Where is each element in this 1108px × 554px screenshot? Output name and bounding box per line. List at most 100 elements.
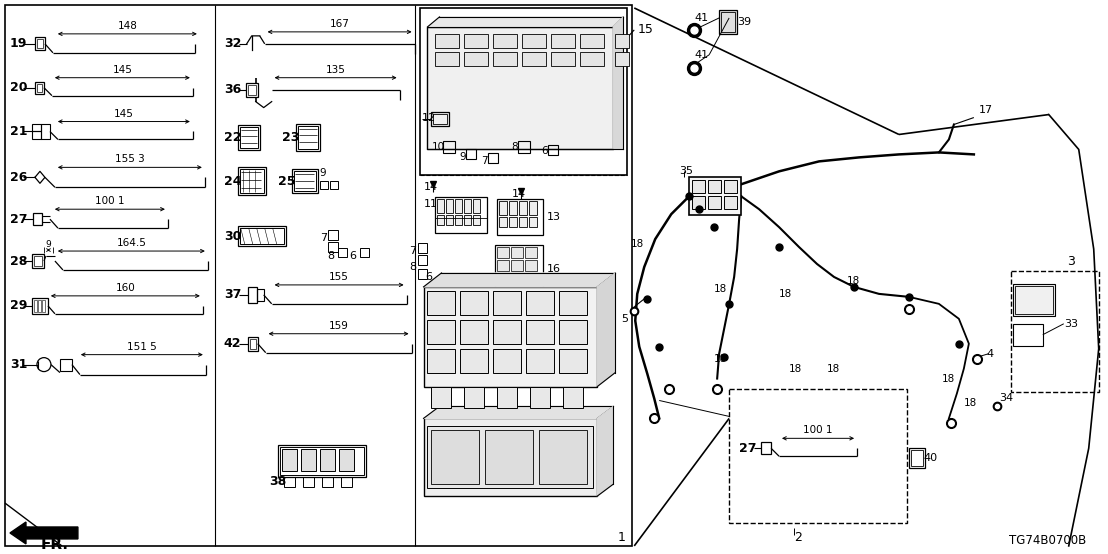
Bar — [38, 300, 41, 312]
Bar — [455, 199, 462, 213]
Text: 40: 40 — [924, 453, 938, 463]
Bar — [761, 442, 771, 454]
Polygon shape — [428, 17, 624, 27]
Bar — [328, 230, 338, 240]
Bar — [530, 217, 537, 227]
Bar — [435, 52, 460, 66]
Bar — [464, 52, 489, 66]
Bar — [32, 124, 41, 131]
Bar — [278, 445, 366, 477]
Bar — [300, 449, 316, 471]
Bar — [708, 180, 721, 193]
Bar — [35, 37, 45, 50]
Bar — [42, 300, 45, 312]
Bar — [328, 242, 338, 252]
Text: 18: 18 — [964, 398, 977, 408]
Bar — [238, 167, 266, 195]
Text: 25: 25 — [278, 175, 295, 188]
Bar — [464, 215, 471, 225]
Text: 18: 18 — [847, 276, 860, 286]
Text: 39: 39 — [737, 17, 751, 27]
Bar — [520, 217, 527, 227]
Bar — [526, 320, 554, 343]
Bar — [531, 387, 551, 408]
Bar — [248, 287, 257, 303]
Bar — [485, 430, 533, 484]
Bar — [466, 150, 476, 160]
Text: 5: 5 — [622, 314, 628, 324]
Text: 15: 15 — [637, 23, 653, 37]
Text: 100 1: 100 1 — [803, 425, 833, 435]
Text: 160: 160 — [115, 283, 135, 293]
Bar — [1013, 284, 1055, 316]
Bar — [339, 449, 353, 471]
Bar — [719, 10, 737, 34]
Bar — [418, 269, 428, 279]
Text: 33: 33 — [1064, 319, 1078, 329]
Text: 7: 7 — [410, 246, 417, 256]
Text: 20: 20 — [10, 81, 28, 94]
Text: TG74B0700B: TG74B0700B — [1008, 535, 1086, 547]
Text: 37: 37 — [224, 289, 242, 301]
Bar — [497, 199, 543, 235]
Bar — [443, 141, 455, 153]
Text: 164.5: 164.5 — [116, 238, 146, 248]
Bar — [510, 201, 517, 215]
Text: 8: 8 — [328, 251, 335, 261]
Polygon shape — [423, 273, 615, 287]
Bar — [34, 256, 42, 266]
Bar — [431, 387, 451, 408]
Bar — [725, 180, 737, 193]
Polygon shape — [423, 407, 614, 418]
Text: 41: 41 — [695, 13, 708, 23]
Bar — [581, 34, 604, 48]
Text: 41: 41 — [695, 50, 708, 60]
Bar — [461, 291, 489, 315]
Polygon shape — [597, 273, 615, 387]
Text: 18: 18 — [789, 363, 802, 373]
Bar — [615, 34, 629, 48]
Bar — [525, 247, 537, 258]
Bar — [510, 217, 517, 227]
Text: 18: 18 — [715, 353, 728, 363]
Bar — [689, 177, 741, 215]
Bar — [238, 125, 259, 151]
Text: 9: 9 — [460, 152, 466, 162]
Bar — [548, 146, 558, 156]
Bar — [464, 387, 484, 408]
Bar — [248, 337, 258, 351]
Text: 145: 145 — [114, 109, 134, 119]
Text: 6: 6 — [542, 146, 548, 156]
Bar — [257, 289, 264, 301]
Bar — [615, 52, 629, 66]
Text: 42: 42 — [224, 337, 242, 350]
Bar — [238, 226, 286, 246]
Text: 9: 9 — [319, 168, 326, 178]
Bar — [319, 181, 328, 189]
Bar — [552, 34, 575, 48]
Bar — [493, 348, 522, 373]
Bar — [495, 245, 543, 289]
Bar — [33, 213, 42, 225]
Bar — [32, 254, 44, 268]
Text: 159: 159 — [329, 321, 349, 331]
Text: 2: 2 — [794, 531, 802, 545]
Bar — [520, 201, 527, 215]
Text: 30: 30 — [224, 229, 242, 243]
Bar — [360, 248, 369, 257]
Text: 9: 9 — [45, 239, 51, 249]
Bar — [291, 170, 318, 193]
Bar — [497, 387, 517, 408]
Text: 8: 8 — [410, 262, 417, 272]
Text: 135: 135 — [326, 65, 346, 75]
Bar — [581, 52, 604, 66]
Bar — [447, 215, 453, 225]
Bar — [493, 320, 522, 343]
Text: 100 1: 100 1 — [95, 196, 124, 206]
Bar — [34, 300, 37, 312]
Bar — [329, 181, 338, 189]
Text: 18: 18 — [715, 284, 728, 294]
Bar — [35, 81, 44, 94]
Bar — [692, 196, 705, 209]
Text: 22: 22 — [224, 131, 242, 144]
